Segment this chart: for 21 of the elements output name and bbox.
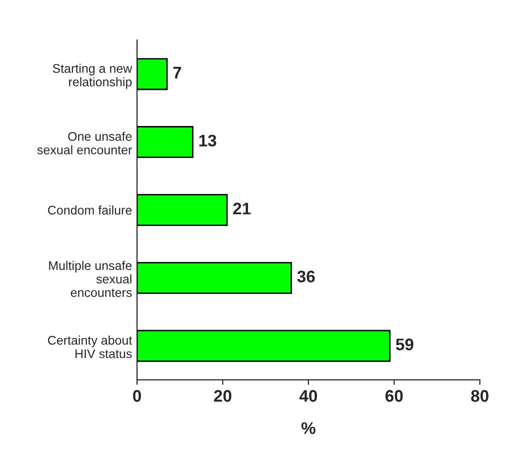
x-tick-label: 80 <box>471 390 488 402</box>
data-label: 36 <box>297 270 315 282</box>
y-tick-label: Condom failure <box>48 205 132 215</box>
x-axis-title: % <box>301 422 316 434</box>
data-label: 7 <box>173 66 182 78</box>
bar <box>137 58 168 90</box>
bar <box>137 262 292 294</box>
bar <box>137 126 194 158</box>
y-tick-label: Starting a new relationship <box>52 64 132 89</box>
data-label: 13 <box>199 134 216 147</box>
x-tick-label: 40 <box>299 390 318 402</box>
y-tick-label: One unsafe sexual encounter <box>37 132 132 154</box>
bar <box>137 194 228 226</box>
x-tick-label: 20 <box>214 390 232 402</box>
y-tick-label: Multiple unsafe sexual encounters <box>49 260 132 297</box>
bar <box>137 330 391 362</box>
data-label: 21 <box>233 202 251 214</box>
data-label: 59 <box>396 338 414 350</box>
x-tick-label: 60 <box>385 390 403 402</box>
x-tick-label: 0 <box>133 390 141 402</box>
y-tick-label: Certainty about HIV status <box>48 336 132 358</box>
